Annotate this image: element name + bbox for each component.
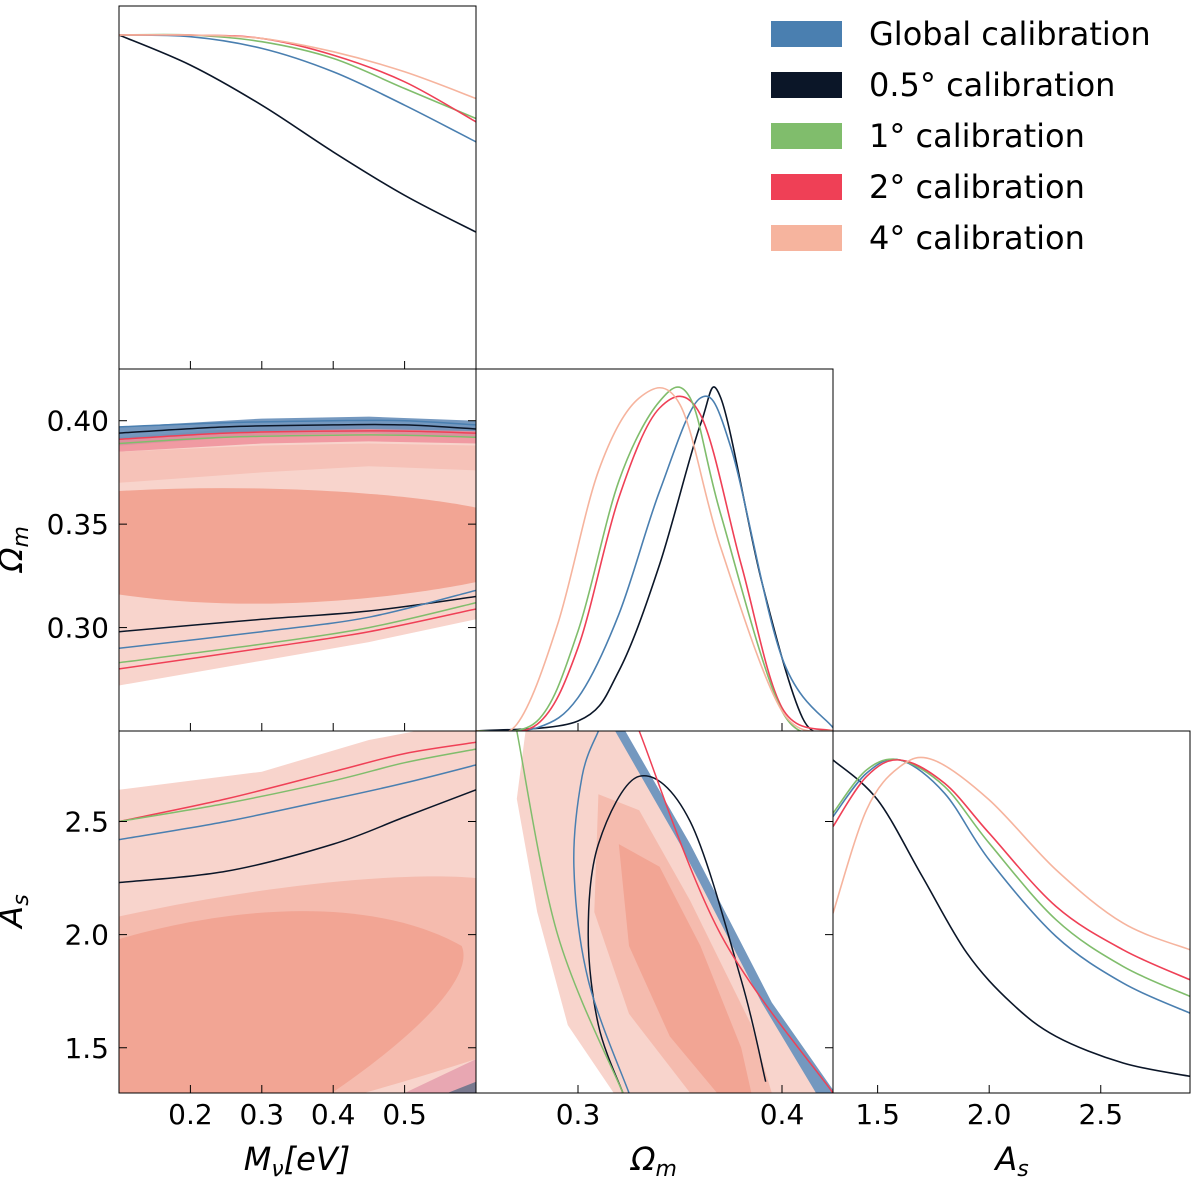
mnu-marginals [119,33,476,233]
om-vs-mnu-contours [119,416,476,686]
as-marginals [833,756,1190,1078]
mnu-marginal-1 [119,34,476,143]
legend-swatch-0 [771,21,842,47]
as-y-tick-label: 1.5 [64,1032,109,1065]
om-marginal-4 [476,386,833,731]
om-mnu-inner-contour [119,488,476,604]
as-om-lines [516,731,833,1093]
as-om-line-1 [573,731,630,1093]
om-mnu-line-2 [119,430,476,441]
legend-label-3: 2° calibration [869,168,1085,206]
as-marginal-3 [833,759,1190,981]
as-mnu-line-0 [119,741,476,823]
om-y-axis-label: Ωm [0,526,34,574]
om-marginals [476,386,833,731]
mnu-axis-label: Mν[eV] [244,1140,350,1180]
om-y-tick-label: 0.35 [47,508,109,541]
as-x-tick-label: 2.5 [1078,1098,1123,1131]
as-mnu-line-3 [119,789,476,884]
as-mnu-line-2 [119,764,476,841]
legend-swatch-3 [771,174,842,200]
om-marginal-2 [476,395,833,731]
om-mnu-line-5 [119,589,476,650]
as-om-line-3 [638,731,833,1093]
mnu-tick-label: 0.5 [382,1098,427,1131]
om-mnu-line-3 [119,434,476,445]
mnu-marginal-2 [119,33,476,120]
om-mnu-line-0 [119,419,476,428]
as-mnu-inner-contour [119,911,464,1093]
mnu-tick-label: 0.3 [240,1098,285,1131]
legend-label-0: Global calibration [869,15,1151,53]
as-vs-mnu-contours [119,731,476,1093]
om-mnu-mid-band [119,443,476,483]
as-y-tick-label: 2.5 [64,806,109,839]
om-mnu-lines [119,419,476,670]
as-om-line-0 [587,774,767,1093]
as-y-axis-label: As [0,894,34,929]
om-marginal-0 [476,386,833,731]
legend-swatch-1 [771,72,842,98]
as-om-inner-contour [618,844,752,1093]
om-axis-label: Ωm [629,1140,677,1180]
legend-label-2: 1° calibration [869,117,1085,155]
legend-label-4: 4° calibration [869,219,1085,257]
legend-label-1: 0.5° calibration [869,66,1115,104]
mnu-tick-label: 0.4 [311,1098,356,1131]
as-vs-om-contours [516,731,833,1093]
as-marginal-0 [833,759,1190,1078]
om-mnu-line-7 [119,601,476,664]
as-mnu-line-1 [119,748,476,823]
om-marginal-1 [476,395,833,731]
legend-swatch-2 [771,123,842,149]
mnu-marginal-0 [119,34,476,233]
as-marginal-2 [833,758,1190,998]
as-marginal-4 [833,756,1190,951]
om-mnu-line-1 [119,423,476,434]
as-mnu-corner-dark-band [447,1081,476,1093]
as-mnu-corner-band [404,1059,476,1093]
mnu-tick-label: 0.2 [168,1098,213,1131]
panel-frame-2-2 [832,730,1191,1094]
as-y-tick-label: 2.0 [64,919,109,952]
om-y-tick-label: 0.30 [47,612,109,645]
panel-frame-0-0 [118,5,477,370]
om-marginal-3 [476,386,833,731]
om-x-tick-label: 0.4 [760,1098,805,1131]
as-x-tick-label: 2.0 [967,1098,1012,1131]
as-om-line-2 [516,731,624,1093]
as-mnu-lines [119,741,476,884]
legend-swatch-4 [771,225,842,251]
mnu-marginal-4 [119,33,476,100]
om-mnu-line-6 [119,608,476,670]
om-y-tick-label: 0.40 [47,405,109,438]
panel-frame-1-1 [475,368,834,732]
as-axis-label: As [993,1140,1028,1180]
as-x-tick-label: 1.5 [855,1098,900,1131]
as-marginal-1 [833,758,1190,1014]
om-x-tick-label: 0.3 [556,1098,601,1131]
